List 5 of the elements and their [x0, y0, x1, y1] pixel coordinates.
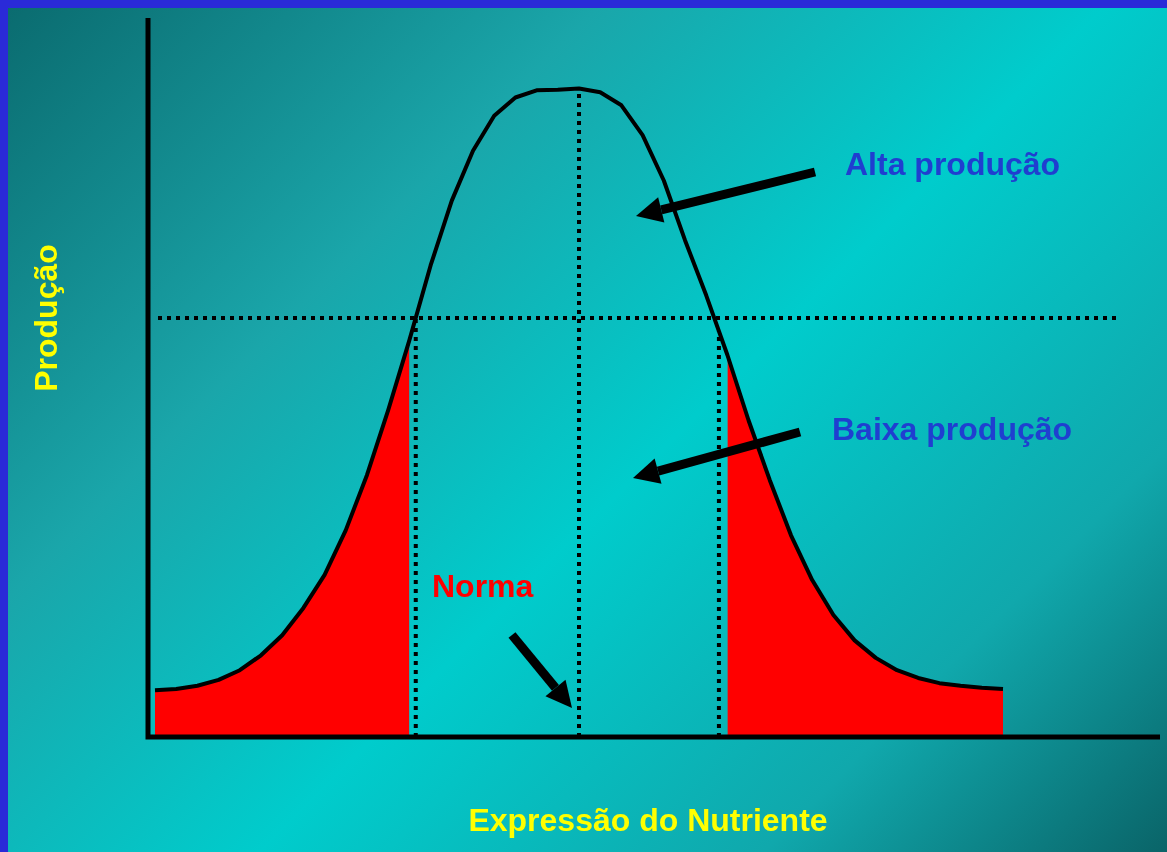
annotation: Alta produção	[845, 146, 1061, 182]
y-axis-title: Produção	[27, 244, 64, 392]
annotation: Norma	[432, 568, 534, 604]
annotation: Baixa produção	[832, 411, 1073, 447]
x-axis-title: Expressão do Nutriente	[468, 801, 828, 838]
